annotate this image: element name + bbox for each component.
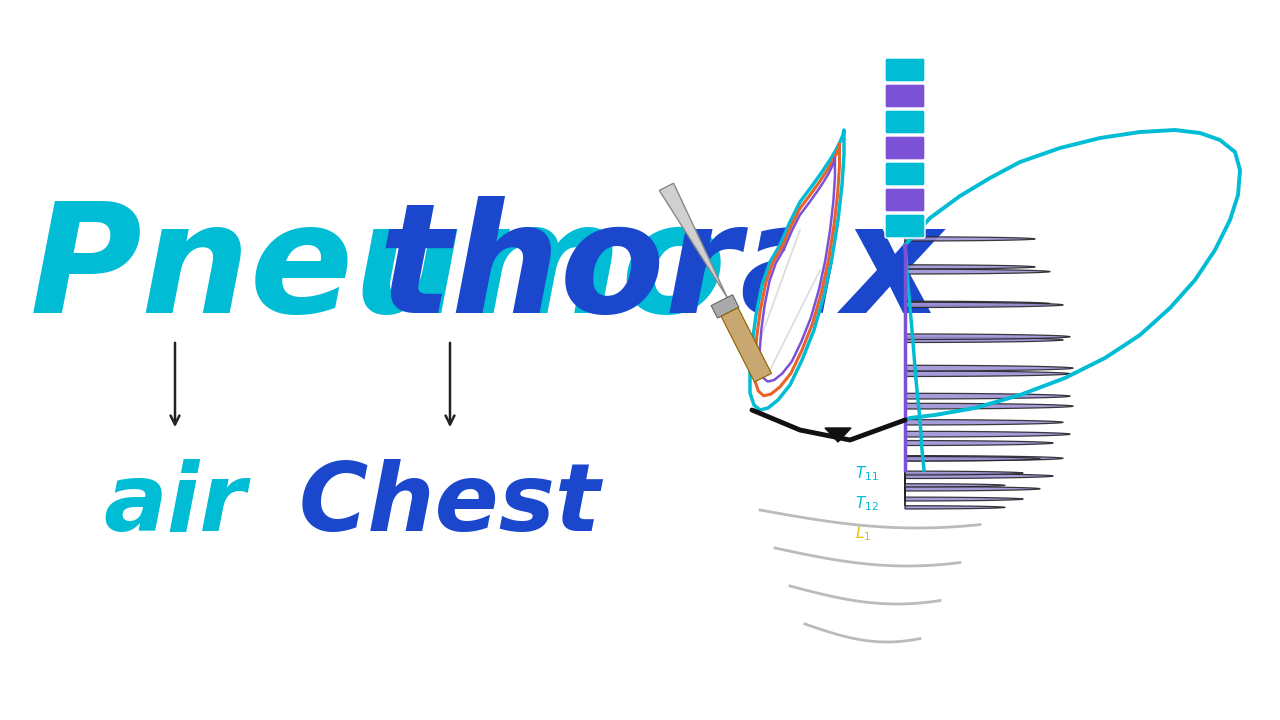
- Polygon shape: [905, 237, 1036, 269]
- Polygon shape: [905, 302, 1062, 343]
- Text: Chest: Chest: [300, 459, 602, 551]
- Text: $T_{11}$: $T_{11}$: [855, 464, 879, 482]
- Polygon shape: [750, 130, 844, 410]
- Polygon shape: [905, 269, 1050, 306]
- Text: $L_1$: $L_1$: [855, 524, 872, 543]
- Polygon shape: [905, 334, 1070, 377]
- FancyBboxPatch shape: [884, 110, 925, 134]
- FancyBboxPatch shape: [884, 188, 925, 212]
- Polygon shape: [905, 365, 1073, 409]
- Polygon shape: [721, 307, 772, 382]
- Polygon shape: [905, 471, 1023, 501]
- FancyBboxPatch shape: [884, 58, 925, 82]
- Polygon shape: [905, 441, 1053, 479]
- Text: Pneumo: Pneumo: [29, 196, 727, 344]
- Polygon shape: [905, 393, 1070, 437]
- Polygon shape: [659, 183, 727, 297]
- FancyBboxPatch shape: [884, 162, 925, 186]
- FancyBboxPatch shape: [884, 84, 925, 108]
- Text: air: air: [104, 459, 246, 551]
- Polygon shape: [826, 428, 851, 442]
- FancyBboxPatch shape: [884, 214, 925, 238]
- Polygon shape: [905, 420, 1062, 461]
- Text: $T_{12}$: $T_{12}$: [855, 494, 879, 513]
- FancyBboxPatch shape: [884, 136, 925, 160]
- Polygon shape: [712, 294, 739, 318]
- Text: thorax: thorax: [378, 196, 942, 344]
- Polygon shape: [905, 484, 1005, 509]
- Polygon shape: [905, 456, 1039, 491]
